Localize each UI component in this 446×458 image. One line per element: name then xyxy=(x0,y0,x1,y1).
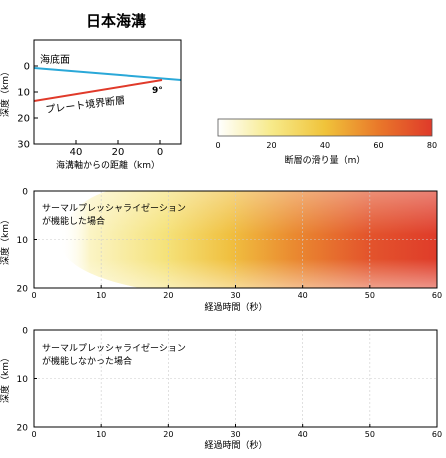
cross-section-xlabel: 海溝軸からの距離（km） xyxy=(56,159,160,171)
figure-title: 日本海溝 xyxy=(86,12,146,30)
xtick-label: 40 xyxy=(298,430,308,439)
slip-heatmap xyxy=(60,191,437,288)
cs-xtick-label: 20 xyxy=(112,147,125,158)
panel-b-ticks: 0 10 20 30 40 50 60 0 10 20 xyxy=(17,327,443,440)
xtick-label: 60 xyxy=(432,291,442,300)
ytick-label: 0 xyxy=(22,327,28,337)
dip-angle-label: 9° xyxy=(152,86,163,96)
xtick-label: 10 xyxy=(96,291,106,300)
panel-b-annotation-line1: サーマルプレッシャライゼーション xyxy=(42,342,186,354)
panel-b-ylabel: 深度（km） xyxy=(0,353,11,403)
xtick-label: 60 xyxy=(432,430,442,439)
sea-floor-line xyxy=(34,67,181,81)
cross-section-ylabel: 深度（km） xyxy=(0,67,11,117)
colorbar-label: 断層の滑り量（m） xyxy=(285,154,366,166)
xtick-label: 30 xyxy=(230,430,240,439)
xtick-label: 20 xyxy=(163,291,173,300)
ytick-label: 20 xyxy=(17,285,29,295)
colorbar-tick-label: 60 xyxy=(373,141,383,150)
xtick-label: 10 xyxy=(96,430,106,439)
panel-b-grid xyxy=(34,330,437,427)
panel-b-xlabel: 経過時間（秒） xyxy=(204,439,267,451)
cs-ytick-label: 0 xyxy=(24,62,30,73)
cross-section-ticks: 40 20 0 0 10 20 30 xyxy=(17,62,163,159)
colorbar-tick-label: 20 xyxy=(266,141,276,150)
panel-a: サーマルプレッシャライゼーション が機能した場合 0 10 20 30 40 50 60 0 1… xyxy=(0,188,442,314)
xtick-label: 50 xyxy=(365,291,375,300)
xtick-label: 0 xyxy=(31,430,36,439)
panel-b: サーマルプレッシャライゼーション が機能しなかった場合 0 10 20 30 40 50 6… xyxy=(0,327,442,452)
ytick-label: 0 xyxy=(22,188,28,198)
ytick-label: 20 xyxy=(17,424,29,434)
xtick-label: 40 xyxy=(298,291,308,300)
xtick-label: 0 xyxy=(31,291,36,300)
colorbar-tick-label: 40 xyxy=(320,141,330,150)
cs-xtick-label: 40 xyxy=(70,147,83,158)
sea-floor-label: 海底面 xyxy=(40,53,70,66)
colorbar-bar xyxy=(217,118,433,137)
ytick-label: 10 xyxy=(17,375,29,385)
panel-a-ticks: 0 10 20 30 40 50 60 0 10 20 xyxy=(17,188,443,301)
ytick-label: 10 xyxy=(17,236,29,246)
fault-line xyxy=(34,79,163,102)
cs-ytick-label: 10 xyxy=(17,88,30,99)
cs-xtick-label: 0 xyxy=(157,147,163,158)
cs-ytick-label: 30 xyxy=(17,140,30,151)
colorbar-tick-label: 0 xyxy=(215,141,220,150)
panel-a-xlabel: 経過時間（秒） xyxy=(204,301,267,313)
xtick-label: 20 xyxy=(163,430,173,439)
colorbar-tick-label: 80 xyxy=(427,141,437,150)
panel-b-annotation-line2: が機能しなかった場合 xyxy=(42,355,132,367)
panel-a-annotation-line2: が機能した場合 xyxy=(42,215,105,227)
xtick-label: 30 xyxy=(230,291,240,300)
panel-a-annotation-line1: サーマルプレッシャライゼーション xyxy=(42,202,186,214)
xtick-label: 50 xyxy=(365,430,375,439)
colorbar: 0 20 40 60 80 断層の滑り量（m） xyxy=(215,118,437,166)
panel-a-ylabel: 深度（km） xyxy=(0,215,11,265)
cs-ytick-label: 20 xyxy=(17,114,30,125)
panel-a-grid xyxy=(34,191,437,288)
colorbar-ticks: 0 20 40 60 80 xyxy=(215,141,437,150)
